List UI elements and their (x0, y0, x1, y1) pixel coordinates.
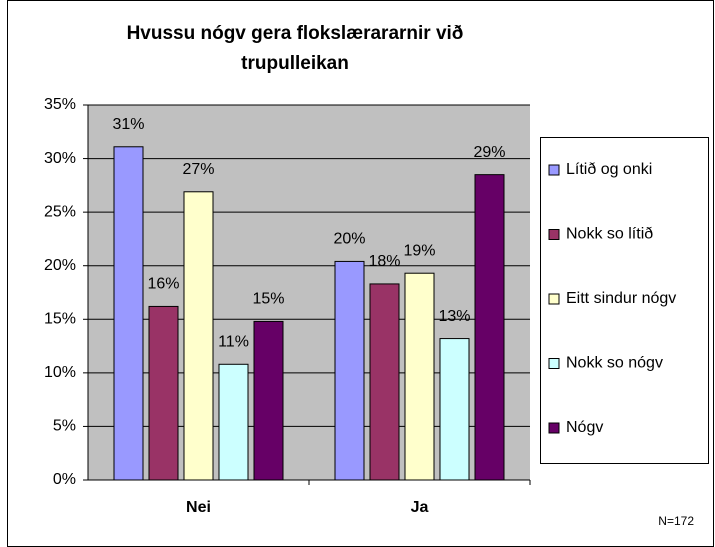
legend-label: Nokk so lítið (566, 226, 653, 243)
legend-swatch (548, 422, 560, 434)
bar (439, 338, 470, 481)
legend-swatch (548, 358, 560, 369)
data-label: 16% (147, 276, 179, 293)
data-label: 18% (368, 253, 400, 270)
bar (218, 363, 249, 481)
bar (404, 272, 435, 481)
data-label: 15% (252, 291, 284, 308)
y-tick-label: 30% (44, 150, 76, 167)
x-tick-label: Nei (186, 499, 211, 516)
bar (183, 191, 214, 481)
data-label: 31% (112, 116, 144, 133)
data-label: 19% (403, 242, 435, 259)
y-tick-label: 10% (44, 364, 76, 381)
legend-box (540, 137, 709, 464)
y-tick-label: 20% (44, 257, 76, 274)
bar (113, 146, 144, 481)
x-tick-label: Ja (411, 499, 429, 516)
y-tick-label: 5% (53, 418, 76, 435)
bar (369, 283, 400, 481)
data-label: 20% (333, 231, 365, 248)
bar (474, 174, 505, 481)
data-label: 13% (438, 308, 470, 325)
data-label: 27% (182, 161, 214, 178)
bar (148, 305, 179, 481)
legend-swatch (548, 164, 560, 176)
bar (334, 260, 365, 481)
legend-swatch (548, 293, 560, 305)
chart-title: trupulleikan (241, 53, 349, 74)
legend-swatch (548, 229, 560, 240)
data-label: 29% (473, 144, 505, 161)
legend-label: Lítið og onki (566, 161, 652, 178)
y-tick-label: 0% (53, 471, 76, 488)
bar (253, 320, 284, 481)
legend-label: Nógv (566, 419, 603, 436)
chart-title: Hvussu nógv gera flokslærararnir við (127, 23, 464, 44)
annotation: N=172 (658, 514, 694, 528)
legend-label: Eitt sindur nógv (566, 290, 676, 307)
y-tick-label: 15% (44, 311, 76, 328)
y-tick-label: 25% (44, 203, 76, 220)
legend-label: Nokk so nógv (566, 355, 663, 372)
data-label: 11% (218, 334, 249, 351)
y-tick-label: 35% (44, 96, 76, 113)
